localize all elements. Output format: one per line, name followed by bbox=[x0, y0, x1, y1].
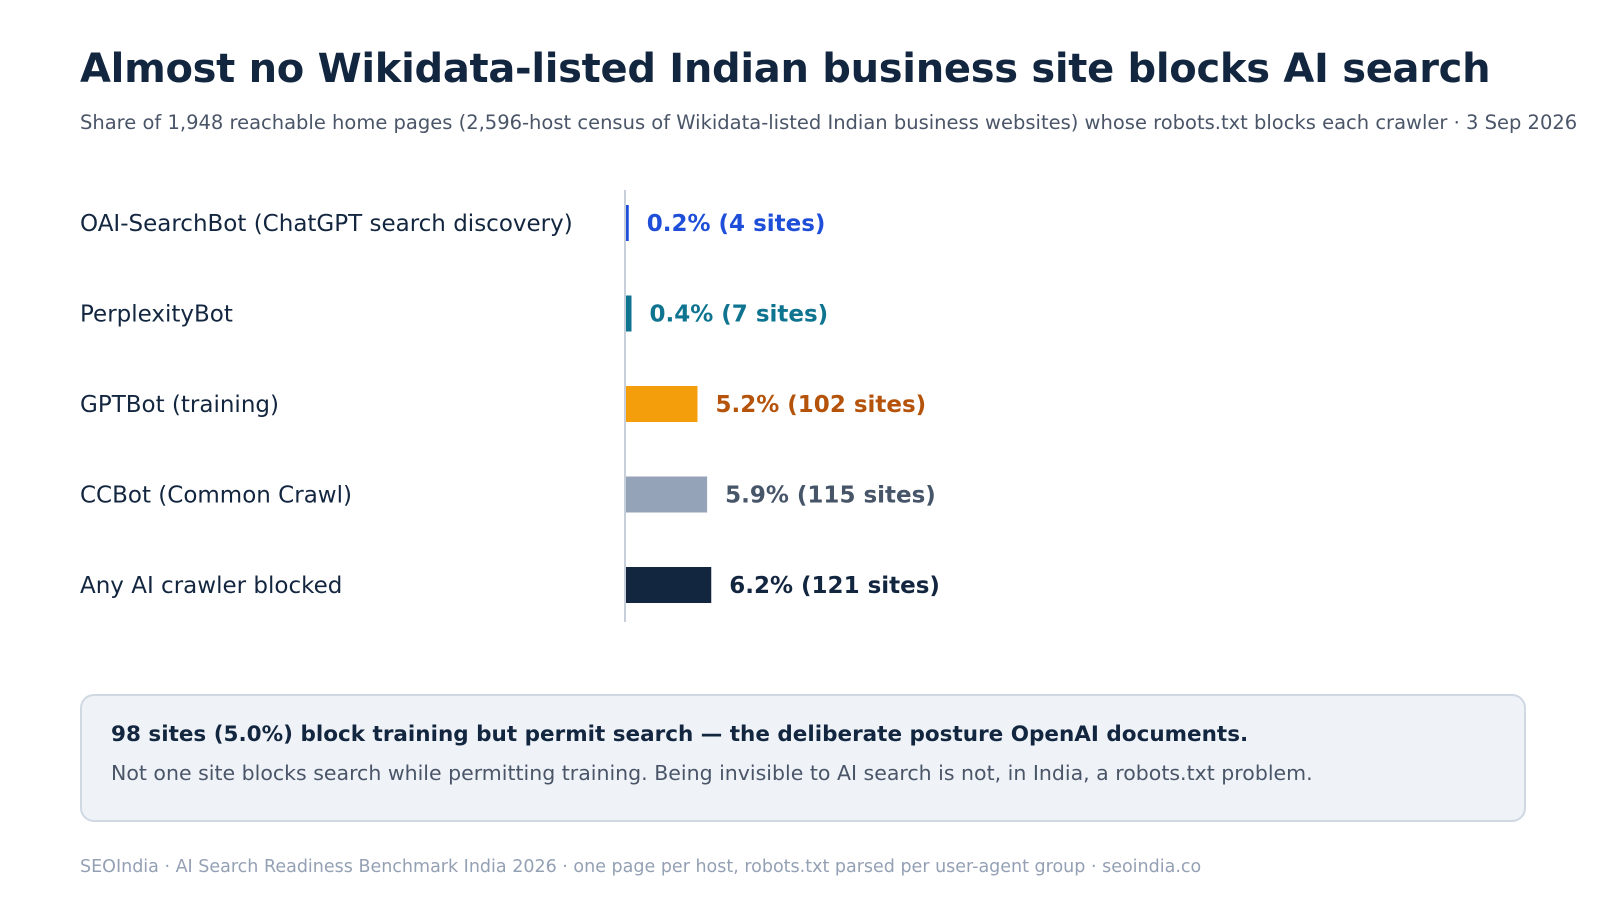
category-label: PerplexityBot bbox=[80, 302, 233, 328]
bar bbox=[626, 386, 698, 422]
bar-chart: OAI-SearchBot (ChatGPT search discovery)… bbox=[80, 190, 940, 622]
category-label: CCBot (Common Crawl) bbox=[80, 483, 352, 509]
data-label: 5.2% (102 sites) bbox=[716, 392, 927, 418]
bar bbox=[626, 476, 708, 513]
callout-box: 98 sites (5.0%) block training but permi… bbox=[80, 694, 1526, 822]
footer-source: SEOIndia · AI Search Readiness Benchmark… bbox=[80, 857, 1202, 877]
bar bbox=[626, 567, 712, 603]
bar bbox=[626, 295, 632, 332]
callout-body: Not one site blocks search while permitt… bbox=[111, 761, 1313, 785]
callout-headline: 98 sites (5.0%) block training but permi… bbox=[111, 722, 1249, 747]
chart-title: Almost no Wikidata-listed Indian busines… bbox=[80, 46, 1491, 92]
data-label: 5.9% (115 sites) bbox=[725, 483, 936, 509]
category-label: OAI-SearchBot (ChatGPT search discovery) bbox=[80, 211, 573, 237]
bar bbox=[626, 205, 629, 241]
chart-subtitle: Share of 1,948 reachable home pages (2,5… bbox=[80, 111, 1578, 134]
data-label: 6.2% (121 sites) bbox=[729, 573, 940, 599]
category-label: Any AI crawler blocked bbox=[80, 573, 342, 599]
data-label: 0.2% (4 sites) bbox=[647, 211, 826, 237]
category-label: GPTBot (training) bbox=[80, 392, 279, 418]
data-label: 0.4% (7 sites) bbox=[650, 302, 829, 328]
